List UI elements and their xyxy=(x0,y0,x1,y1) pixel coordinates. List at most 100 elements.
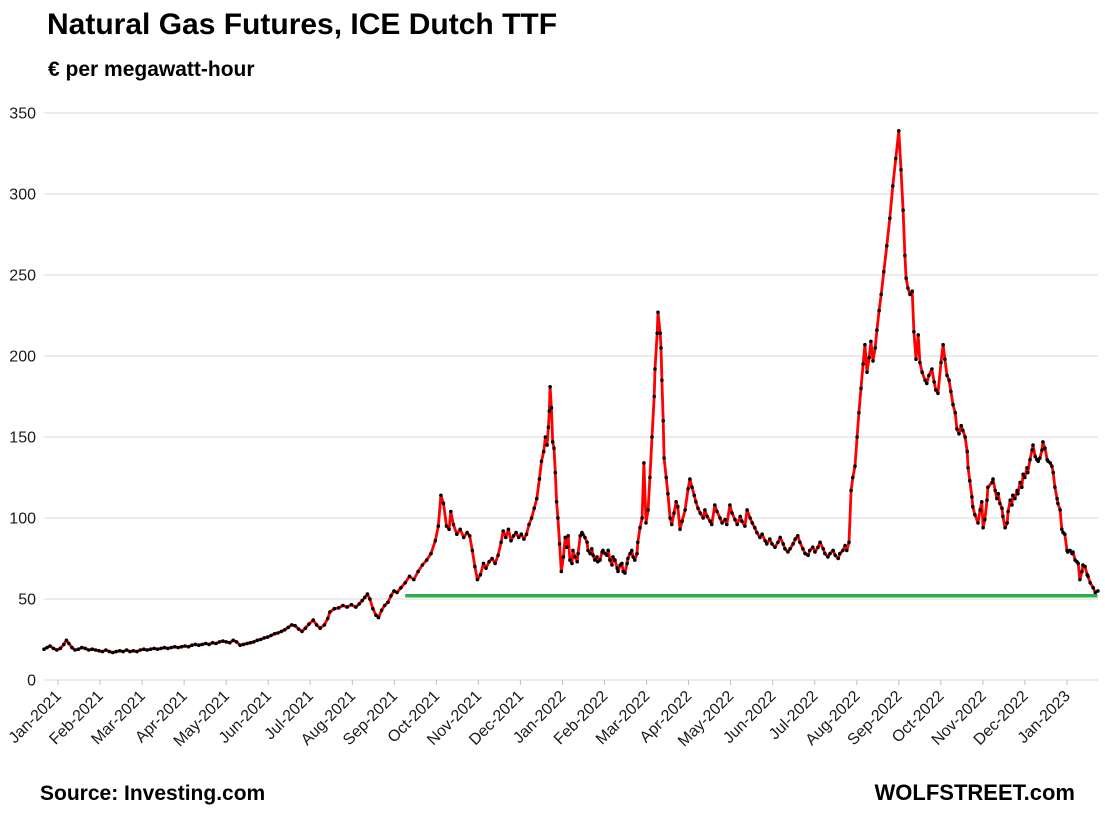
data-point xyxy=(148,647,153,651)
data-point xyxy=(424,558,429,562)
data-point xyxy=(1000,506,1004,511)
data-point xyxy=(811,545,815,549)
data-point xyxy=(1025,466,1029,470)
data-point xyxy=(365,592,370,596)
data-point xyxy=(1006,509,1010,514)
data-point xyxy=(656,310,660,315)
data-point xyxy=(83,646,88,651)
data-point xyxy=(961,428,965,433)
data-point xyxy=(877,308,881,313)
data-point xyxy=(451,522,456,527)
data-point xyxy=(1036,459,1040,464)
data-point xyxy=(97,649,101,653)
data-point xyxy=(965,449,969,454)
data-point xyxy=(608,558,612,562)
y-axis-label: 200 xyxy=(9,349,36,366)
data-point xyxy=(836,556,840,561)
data-point xyxy=(908,292,912,297)
y-axis-label: 100 xyxy=(9,511,36,528)
data-point xyxy=(234,640,239,644)
data-point xyxy=(349,602,354,607)
data-point xyxy=(552,446,556,451)
data-point xyxy=(755,530,759,535)
data-point xyxy=(499,540,503,545)
data-point xyxy=(231,638,235,643)
data-point xyxy=(145,648,149,652)
data-point xyxy=(688,477,692,481)
data-point xyxy=(897,129,901,133)
data-point xyxy=(307,622,311,626)
data-point xyxy=(635,551,639,556)
data-point xyxy=(855,435,859,439)
data-point xyxy=(458,527,463,532)
data-point xyxy=(934,388,938,392)
data-point xyxy=(778,535,782,540)
data-point xyxy=(816,545,820,549)
data-point xyxy=(546,425,551,430)
data-point xyxy=(300,629,304,634)
data-point xyxy=(993,488,997,493)
data-point xyxy=(851,475,855,480)
data-point xyxy=(882,270,886,274)
data-point xyxy=(258,637,263,642)
data-point xyxy=(519,532,524,536)
y-axis-label: 300 xyxy=(9,187,36,204)
data-point xyxy=(217,640,222,644)
data-point xyxy=(374,613,378,617)
data-point xyxy=(179,645,184,649)
data-point xyxy=(570,561,574,566)
data-point xyxy=(925,381,929,386)
data-point xyxy=(690,485,694,490)
data-point xyxy=(529,516,534,520)
data-point xyxy=(382,603,387,608)
data-point xyxy=(833,553,837,558)
data-point xyxy=(701,516,705,520)
data-point xyxy=(1033,454,1037,459)
data-point xyxy=(733,517,737,522)
data-point xyxy=(808,548,812,553)
data-point xyxy=(152,646,156,651)
data-point xyxy=(289,623,294,627)
data-point xyxy=(272,632,277,636)
data-point xyxy=(841,548,845,553)
data-point xyxy=(625,561,629,566)
data-point xyxy=(1023,475,1027,480)
data-point xyxy=(930,367,934,371)
data-point xyxy=(760,532,764,536)
data-point xyxy=(1008,498,1012,503)
data-point xyxy=(392,589,396,593)
data-point xyxy=(124,648,129,652)
data-point xyxy=(386,600,390,604)
data-point xyxy=(650,435,654,439)
data-point xyxy=(1076,561,1080,566)
data-point xyxy=(449,509,453,514)
data-point xyxy=(535,496,539,501)
data-point xyxy=(904,276,908,281)
data-point xyxy=(947,378,951,383)
data-point xyxy=(545,443,549,447)
data-point xyxy=(593,558,597,562)
data-point xyxy=(601,548,605,553)
data-point xyxy=(395,590,399,595)
data-point xyxy=(90,647,94,651)
data-point xyxy=(730,511,734,515)
data-point xyxy=(638,525,642,530)
data-point xyxy=(190,643,194,647)
data-point xyxy=(1086,574,1090,579)
data-point xyxy=(941,342,945,347)
data-point xyxy=(891,184,895,188)
data-point xyxy=(80,645,84,650)
data-point xyxy=(976,521,980,525)
data-point xyxy=(865,370,869,375)
data-point xyxy=(763,538,767,543)
data-point xyxy=(694,500,698,504)
data-point xyxy=(943,357,947,362)
y-axis-label: 250 xyxy=(9,268,36,285)
data-point xyxy=(1030,448,1034,452)
data-point xyxy=(549,406,554,410)
data-point xyxy=(228,640,232,645)
data-point xyxy=(803,551,807,556)
data-point xyxy=(575,559,579,564)
data-point xyxy=(676,504,680,509)
data-point xyxy=(753,525,757,530)
